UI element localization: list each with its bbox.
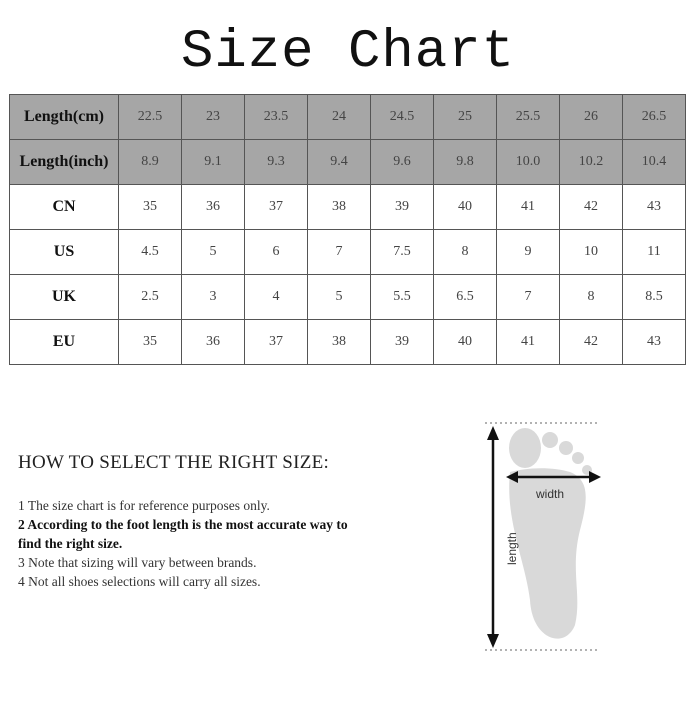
size-cell: 5 bbox=[307, 274, 371, 320]
size-cell: 25 bbox=[433, 94, 497, 140]
size-cell: 37 bbox=[244, 184, 308, 230]
size-cell: 42 bbox=[559, 184, 623, 230]
row-label: Length(inch) bbox=[9, 139, 119, 185]
size-cell: 9.4 bbox=[307, 139, 371, 185]
size-cell: 24 bbox=[307, 94, 371, 140]
size-cell: 10 bbox=[559, 229, 623, 275]
size-cell: 9 bbox=[496, 229, 560, 275]
size-cell: 4 bbox=[244, 274, 308, 320]
size-cell: 10.4 bbox=[622, 139, 686, 185]
table-row: UK 2.5 3 4 5 5.5 6.5 7 8 8.5 bbox=[9, 274, 686, 320]
size-cell: 37 bbox=[244, 319, 308, 365]
size-cell: 22.5 bbox=[118, 94, 182, 140]
row-label: US bbox=[9, 229, 119, 275]
size-cell: 26 bbox=[559, 94, 623, 140]
size-cell: 38 bbox=[307, 184, 371, 230]
table-row: Length(inch) 8.9 9.1 9.3 9.4 9.6 9.8 10.0 10.2 10… bbox=[9, 139, 686, 185]
size-cell: 11 bbox=[622, 229, 686, 275]
size-cell: 35 bbox=[118, 319, 182, 365]
size-cell: 5 bbox=[181, 229, 245, 275]
size-cell: 10.0 bbox=[496, 139, 560, 185]
size-cell: 8.5 bbox=[622, 274, 686, 320]
size-cell: 26.5 bbox=[622, 94, 686, 140]
size-cell: 3 bbox=[181, 274, 245, 320]
size-cell: 4.5 bbox=[118, 229, 182, 275]
table-row: CN 35 36 37 38 39 40 41 42 43 bbox=[9, 184, 686, 230]
foot-measure-diagram: width length bbox=[485, 422, 601, 651]
foot-icon bbox=[509, 428, 592, 639]
size-cell: 8 bbox=[559, 274, 623, 320]
size-cell: 10.2 bbox=[559, 139, 623, 185]
size-cell: 40 bbox=[433, 184, 497, 230]
table-row: US 4.5 5 6 7 7.5 8 9 10 11 bbox=[9, 229, 686, 275]
size-table: Length(cm) 22.5 23 23.5 24 24.5 25 25.5 26 26.5 Le… bbox=[9, 94, 686, 365]
size-cell: 43 bbox=[622, 319, 686, 365]
width-label: width bbox=[535, 487, 564, 501]
size-cell: 23.5 bbox=[244, 94, 308, 140]
tip: 2 According to the foot length is the mo… bbox=[18, 517, 348, 551]
size-cell: 24.5 bbox=[370, 94, 434, 140]
table-row: Length(cm) 22.5 23 23.5 24 24.5 25 25.5 26 26.5 bbox=[9, 94, 686, 140]
size-cell: 36 bbox=[181, 319, 245, 365]
length-label: length bbox=[505, 532, 519, 565]
size-cell: 39 bbox=[370, 184, 434, 230]
size-cell: 5.5 bbox=[370, 274, 434, 320]
size-cell: 42 bbox=[559, 319, 623, 365]
size-cell: 7 bbox=[307, 229, 371, 275]
size-cell: 6.5 bbox=[433, 274, 497, 320]
size-cell: 23 bbox=[181, 94, 245, 140]
row-label: Length(cm) bbox=[9, 94, 119, 140]
size-cell: 9.6 bbox=[370, 139, 434, 185]
tip: 4 Not all shoes selections will carry al… bbox=[18, 574, 261, 589]
size-cell: 7.5 bbox=[370, 229, 434, 275]
size-cell: 43 bbox=[622, 184, 686, 230]
row-label: CN bbox=[9, 184, 119, 230]
size-cell: 9.3 bbox=[244, 139, 308, 185]
row-label: UK bbox=[9, 274, 119, 320]
page-title: Size Chart bbox=[180, 22, 516, 83]
guide-tips: 1 The size chart is for reference purpos… bbox=[18, 496, 348, 591]
size-cell: 9.8 bbox=[433, 139, 497, 185]
size-cell: 6 bbox=[244, 229, 308, 275]
size-cell: 9.1 bbox=[181, 139, 245, 185]
row-label: EU bbox=[9, 319, 119, 365]
size-cell: 39 bbox=[370, 319, 434, 365]
size-cell: 40 bbox=[433, 319, 497, 365]
table-row: EU 35 36 37 38 39 40 41 42 43 bbox=[9, 319, 686, 365]
size-cell: 8.9 bbox=[118, 139, 182, 185]
size-cell: 41 bbox=[496, 319, 560, 365]
guide-heading: HOW TO SELECT THE RIGHT SIZE: bbox=[18, 452, 330, 473]
size-cell: 36 bbox=[181, 184, 245, 230]
size-cell: 41 bbox=[496, 184, 560, 230]
tip: 3 Note that sizing will vary between bra… bbox=[18, 555, 257, 570]
size-cell: 25.5 bbox=[496, 94, 560, 140]
size-cell: 35 bbox=[118, 184, 182, 230]
size-cell: 7 bbox=[496, 274, 560, 320]
tip: 1 The size chart is for reference purpos… bbox=[18, 498, 270, 513]
size-cell: 38 bbox=[307, 319, 371, 365]
size-cell: 8 bbox=[433, 229, 497, 275]
size-cell: 2.5 bbox=[118, 274, 182, 320]
